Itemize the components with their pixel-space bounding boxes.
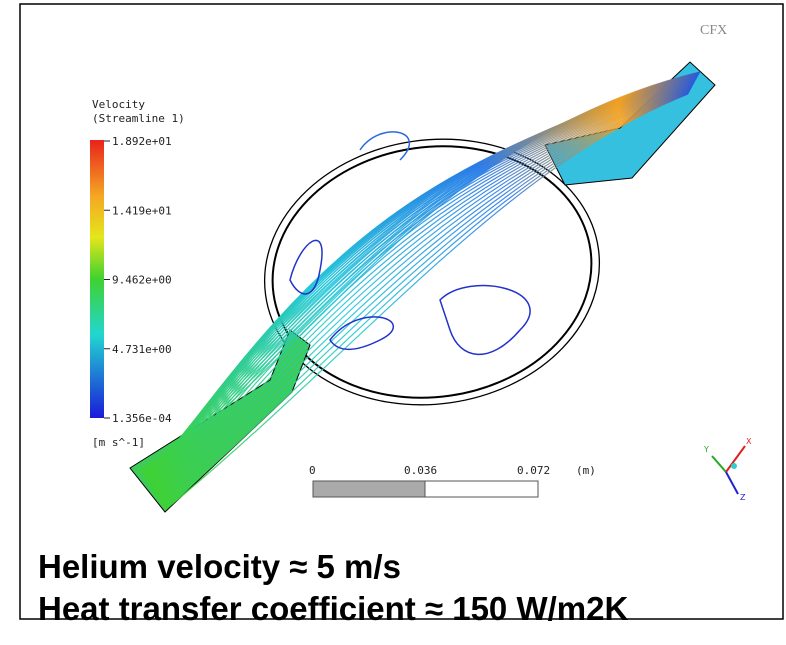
legend-subtitle: (Streamline 1) (92, 112, 185, 125)
scale-label: 0 (309, 464, 316, 477)
colorbar (90, 140, 104, 418)
streamline (162, 91, 690, 508)
recirculation (359, 131, 410, 161)
recirculation (329, 316, 395, 351)
streamline (155, 85, 693, 496)
streamline (156, 86, 693, 498)
streamline (156, 86, 692, 499)
streamline (163, 92, 689, 510)
streamline (152, 83, 694, 492)
streamline (159, 88, 691, 503)
scale-label: 0.036 (404, 464, 437, 477)
streamline (158, 88, 691, 502)
streamline (152, 82, 695, 491)
streamline (154, 84, 693, 495)
legend-unit: [m s^-1] (92, 436, 145, 449)
scale-bar-dark (312, 480, 426, 498)
streamline (164, 93, 689, 511)
streamline (158, 87, 692, 501)
scale-unit: (m) (576, 464, 596, 477)
colorbar-label: 1.892e+01 (112, 135, 172, 148)
streamlines (139, 71, 701, 511)
streamline (162, 91, 690, 507)
streamline (160, 89, 691, 504)
streamline (161, 90, 690, 506)
caption-line: Helium velocity ≈ 5 m/s (38, 548, 401, 585)
scale-bar-light (424, 480, 539, 498)
recirculation (289, 239, 323, 295)
legend-title: Velocity (92, 98, 145, 111)
axis-triad: Y X Z (703, 437, 752, 502)
logo: CFX (700, 23, 727, 38)
colorbar-label: 1.356e-04 (112, 412, 172, 425)
streamline (163, 92, 689, 509)
recirculation (439, 284, 531, 356)
caption-line: Heat transfer coefficient ≈ 150 W/m2K (38, 590, 628, 627)
streamline (157, 87, 692, 500)
axis-label: X (746, 437, 752, 446)
streamline (160, 90, 691, 505)
streamline (153, 83, 694, 493)
colorbar-label: 4.731e+00 (112, 343, 172, 356)
streamline (151, 82, 695, 490)
colorbar-label: 9.462e+00 (112, 274, 172, 287)
scale-label: 0.072 (517, 464, 550, 477)
colorbar-label: 1.419e+01 (112, 204, 172, 217)
streamline (154, 84, 694, 494)
axis-label: Y (703, 445, 709, 454)
axis-label: Z (740, 493, 746, 502)
